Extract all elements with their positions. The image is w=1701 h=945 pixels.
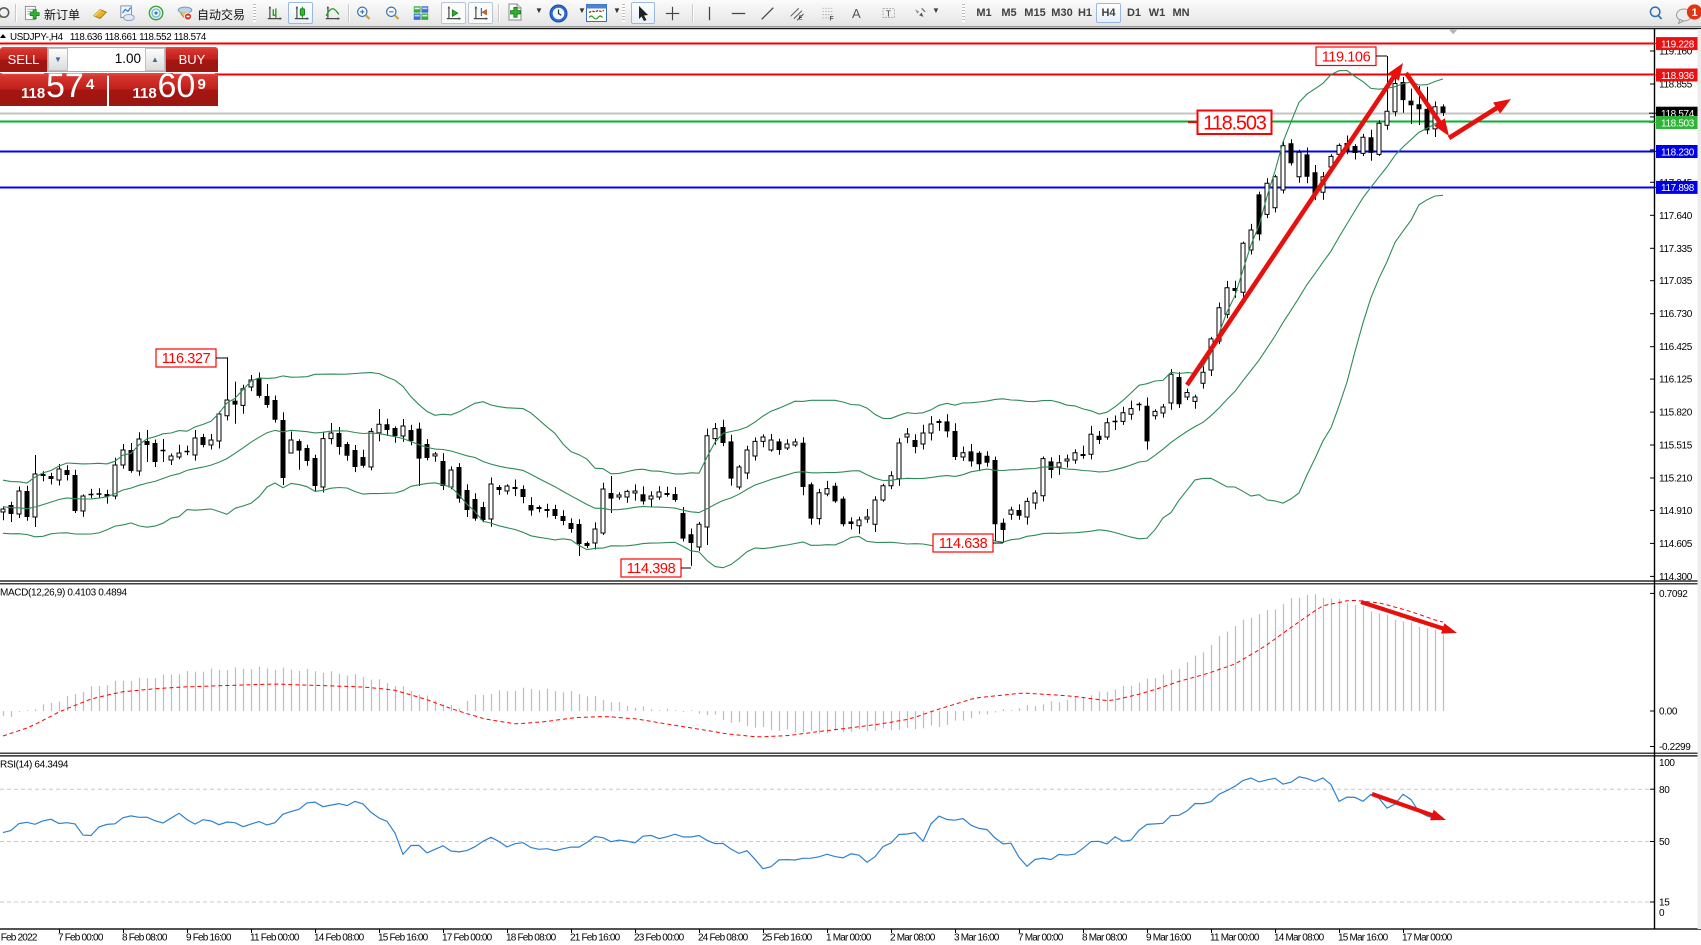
svg-text:8 Mar 08:00: 8 Mar 08:00 (1082, 933, 1128, 944)
svg-text:114.638: 114.638 (939, 536, 988, 552)
svg-text:1: 1 (1691, 7, 1697, 19)
svg-text:11 Mar 00:00: 11 Mar 00:00 (1210, 933, 1260, 944)
svg-text:23 Feb 00:00: 23 Feb 00:00 (634, 933, 685, 944)
svg-text:15 Feb 16:00: 15 Feb 16:00 (378, 933, 429, 944)
svg-text:7 Feb 00:00: 7 Feb 00:00 (58, 933, 104, 944)
svg-text:115.210: 115.210 (1659, 474, 1693, 485)
svg-text:117.640: 117.640 (1659, 211, 1693, 222)
svg-text:18 Feb 08:00: 18 Feb 08:00 (506, 933, 557, 944)
svg-text:-0.2299: -0.2299 (1659, 742, 1691, 753)
svg-text:14 Mar 08:00: 14 Mar 08:00 (1274, 933, 1325, 944)
svg-text:F: F (830, 15, 834, 22)
svg-text:1 Mar 00:00: 1 Mar 00:00 (826, 933, 872, 944)
svg-text:115.820: 115.820 (1659, 408, 1693, 419)
svg-text:3 Mar 16:00: 3 Mar 16:00 (954, 933, 1000, 944)
svg-text:118.503: 118.503 (1203, 112, 1266, 134)
svg-text:25 Feb 16:00: 25 Feb 16:00 (762, 933, 813, 944)
svg-text:50: 50 (1659, 837, 1670, 848)
svg-text:117.035: 117.035 (1659, 276, 1693, 287)
svg-text:114.605: 114.605 (1659, 539, 1693, 550)
svg-text:115.515: 115.515 (1659, 441, 1693, 452)
svg-text:2 Mar 08:00: 2 Mar 08:00 (890, 933, 936, 944)
svg-text:119.228: 119.228 (1661, 39, 1695, 50)
svg-text:14 Feb 08:00: 14 Feb 08:00 (314, 933, 365, 944)
svg-text:119.160: 119.160 (1659, 47, 1693, 58)
svg-text:100: 100 (1659, 758, 1675, 769)
svg-text:116.425: 116.425 (1659, 342, 1693, 353)
svg-text:24 Feb 08:00: 24 Feb 08:00 (698, 933, 749, 944)
svg-text:9 Feb 16:00: 9 Feb 16:00 (186, 933, 232, 944)
svg-text:118.230: 118.230 (1661, 147, 1695, 158)
svg-text:17 Mar 00:00: 17 Mar 00:00 (1402, 933, 1453, 944)
svg-text:118.574: 118.574 (1661, 109, 1695, 120)
svg-text:114.910: 114.910 (1659, 506, 1693, 517)
svg-text:114.398: 114.398 (627, 561, 676, 577)
svg-text:7 Mar 00:00: 7 Mar 00:00 (1018, 933, 1064, 944)
svg-text:80: 80 (1659, 785, 1670, 796)
svg-text:9 Mar 16:00: 9 Mar 16:00 (1146, 933, 1192, 944)
svg-text:117.335: 117.335 (1659, 244, 1693, 255)
svg-text:17 Feb 00:00: 17 Feb 00:00 (442, 933, 493, 944)
svg-text:0.7092: 0.7092 (1659, 589, 1688, 600)
svg-text:114.300: 114.300 (1659, 572, 1693, 583)
svg-text:118.503: 118.503 (1661, 118, 1695, 129)
svg-text:15: 15 (1659, 898, 1670, 909)
svg-text:116.125: 116.125 (1659, 375, 1693, 386)
svg-text:116.730: 116.730 (1659, 309, 1693, 320)
svg-text:21 Feb 16:00: 21 Feb 16:00 (570, 933, 621, 944)
svg-text:0.00: 0.00 (1659, 707, 1678, 718)
svg-text:117.898: 117.898 (1661, 183, 1695, 194)
svg-text:MACD(12,26,9) 0.4103 0.4894: MACD(12,26,9) 0.4103 0.4894 (0, 588, 128, 599)
svg-text:4 Feb 2022: 4 Feb 2022 (0, 933, 38, 944)
svg-text:T: T (886, 9, 891, 18)
svg-text:15 Mar 16:00: 15 Mar 16:00 (1338, 933, 1389, 944)
svg-text:116.327: 116.327 (162, 351, 211, 367)
svg-text:8 Feb 08:00: 8 Feb 08:00 (122, 933, 168, 944)
svg-text:RSI(14) 64.3494: RSI(14) 64.3494 (0, 760, 69, 771)
svg-text:118.855: 118.855 (1659, 80, 1693, 91)
svg-text:119.106: 119.106 (1322, 50, 1371, 66)
svg-text:E: E (799, 16, 803, 22)
svg-text:11 Feb 00:00: 11 Feb 00:00 (250, 933, 300, 944)
svg-text:0: 0 (1659, 908, 1665, 919)
svg-text:118.936: 118.936 (1661, 71, 1695, 82)
